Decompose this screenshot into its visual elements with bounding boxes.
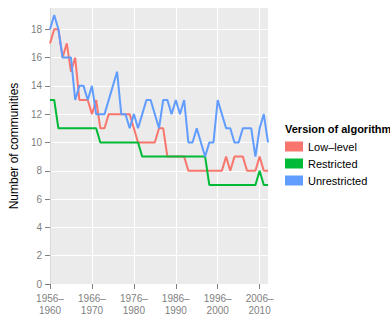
svg-text:2006–: 2006– — [246, 293, 274, 304]
svg-text:1960: 1960 — [39, 305, 62, 316]
svg-text:1990: 1990 — [165, 305, 188, 316]
svg-text:6: 6 — [36, 194, 42, 205]
svg-text:2000: 2000 — [207, 305, 230, 316]
svg-text:Version of algorithm: Version of algorithm — [285, 123, 390, 135]
svg-text:1986–: 1986– — [162, 293, 190, 304]
svg-text:1980: 1980 — [123, 305, 146, 316]
svg-text:16: 16 — [31, 52, 43, 63]
svg-text:14: 14 — [31, 80, 43, 91]
svg-text:4: 4 — [36, 222, 42, 233]
svg-text:1976–: 1976– — [120, 293, 148, 304]
svg-text:Low–level: Low–level — [308, 141, 357, 153]
svg-text:1996–: 1996– — [204, 293, 232, 304]
svg-text:1966–: 1966– — [78, 293, 106, 304]
svg-text:1956–: 1956– — [36, 293, 64, 304]
svg-text:Unrestricted: Unrestricted — [308, 175, 367, 187]
svg-text:10: 10 — [31, 137, 43, 148]
svg-text:Restricted: Restricted — [308, 158, 358, 170]
svg-text:18: 18 — [31, 24, 43, 35]
svg-text:0: 0 — [36, 279, 42, 290]
svg-text:2: 2 — [36, 250, 42, 261]
svg-text:1970: 1970 — [81, 305, 104, 316]
svg-text:8: 8 — [36, 165, 42, 176]
svg-text:12: 12 — [31, 109, 43, 120]
svg-text:2010: 2010 — [248, 305, 271, 316]
svg-text:Number of communities: Number of communities — [7, 83, 21, 210]
